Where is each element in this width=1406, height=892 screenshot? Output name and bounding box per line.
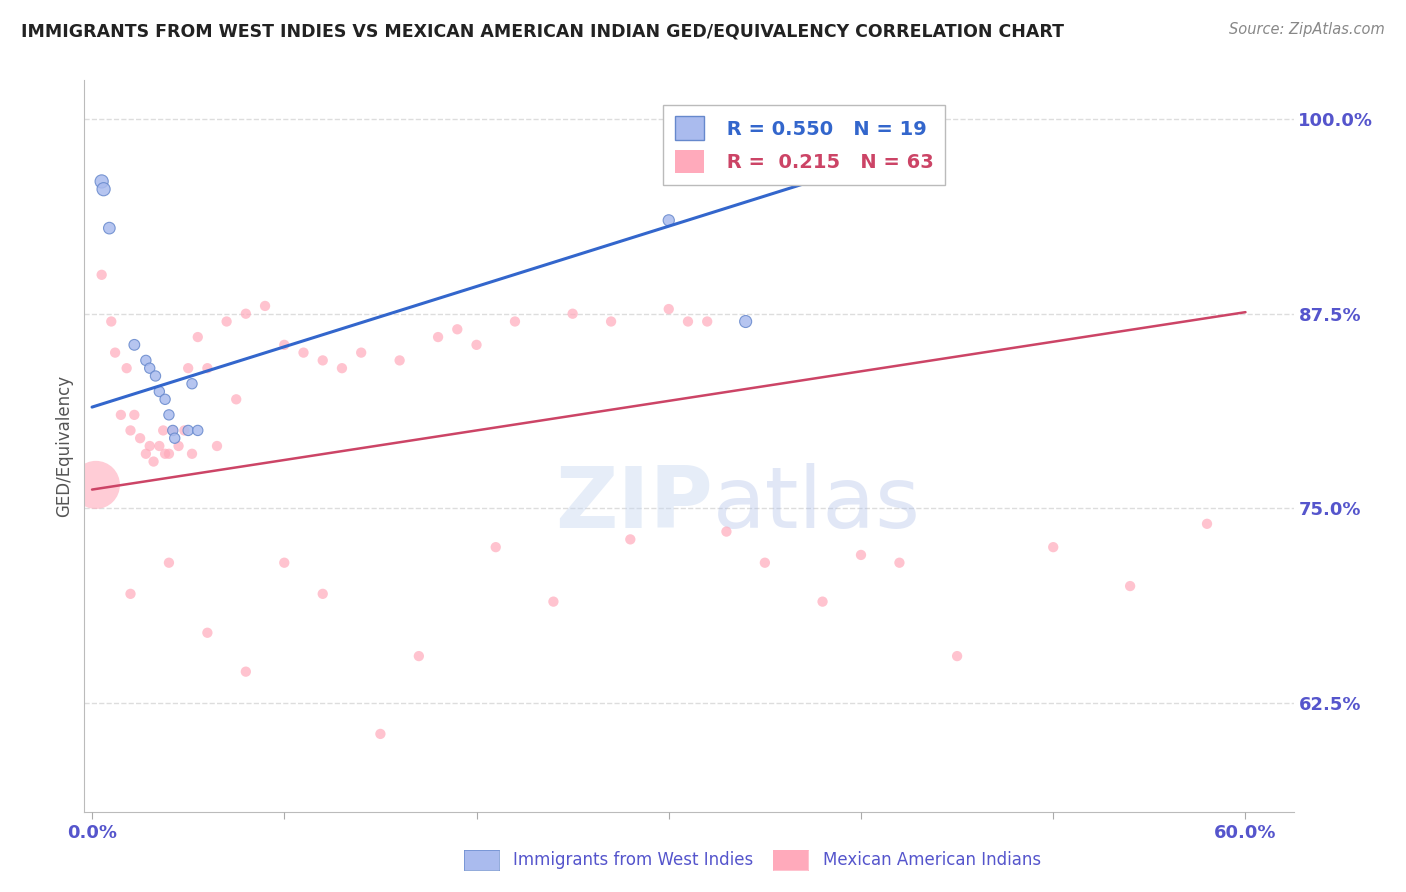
Point [173,424,195,438]
Point [181,376,204,391]
Point [124,338,146,352]
Point [104,345,127,359]
Point [696,314,718,328]
Point [600,314,623,328]
Point [1119,579,1142,593]
Point [254,299,277,313]
Point [312,587,335,601]
Point [157,556,180,570]
Point [84,478,107,492]
Point [197,361,219,376]
Point [120,587,142,601]
Point [716,524,738,539]
Point [135,353,157,368]
Point [100,314,122,328]
Point [163,431,186,445]
Text: Source: ZipAtlas.com: Source: ZipAtlas.com [1229,22,1385,37]
Point [543,594,565,608]
Point [849,167,872,181]
Point [205,439,228,453]
Point [235,665,257,679]
Point [197,625,219,640]
Point [138,439,160,453]
Text: Immigrants from West Indies: Immigrants from West Indies [513,851,754,869]
Point [292,345,315,359]
Point [215,314,238,328]
Point [1195,516,1218,531]
Point [465,338,488,352]
Point [153,447,176,461]
Point [408,649,430,664]
Point [350,345,373,359]
Point [225,392,247,407]
Point [792,159,814,173]
Point [485,540,508,554]
Point [153,392,176,407]
Point [658,301,681,316]
Point [427,330,450,344]
Point [167,439,190,453]
Point [110,408,132,422]
Point [177,361,200,376]
Point [849,548,872,562]
Point [135,447,157,461]
Point [162,424,184,438]
Point [187,330,209,344]
Point [157,408,180,422]
Point [148,384,170,399]
Text: IMMIGRANTS FROM WEST INDIES VS MEXICAN AMERICAN INDIAN GED/EQUIVALENCY CORRELATI: IMMIGRANTS FROM WEST INDIES VS MEXICAN A… [21,22,1064,40]
Point [98,221,121,235]
Text: Mexican American Indians: Mexican American Indians [823,851,1040,869]
Point [177,424,200,438]
Point [90,174,112,188]
Text: ZIP: ZIP [555,463,713,546]
Point [115,361,138,376]
Point [120,424,142,438]
Point [138,361,160,376]
Point [561,307,583,321]
Point [129,431,152,445]
Y-axis label: GED/Equivalency: GED/Equivalency [55,375,73,517]
Point [90,268,112,282]
Point [273,338,295,352]
Point [946,649,969,664]
Text: atlas: atlas [713,463,921,546]
Point [658,213,681,227]
Point [312,353,335,368]
Point [124,408,146,422]
Point [273,556,295,570]
Point [446,322,468,336]
Point [181,447,204,461]
Point [503,314,526,328]
Point [619,533,641,547]
Point [142,454,165,468]
Point [93,182,115,196]
Point [157,447,180,461]
Point [370,727,392,741]
Point [330,361,353,376]
Point [388,353,411,368]
Point [676,314,699,328]
Point [152,424,174,438]
Point [162,424,184,438]
Point [889,556,911,570]
Point [734,314,756,328]
Point [811,594,834,608]
Point [145,368,167,383]
Point [235,307,257,321]
Point [187,424,209,438]
Point [754,556,776,570]
Point [1042,540,1064,554]
Legend:  R = 0.550   N = 19,  R =  0.215   N = 63: R = 0.550 N = 19, R = 0.215 N = 63 [664,104,945,186]
Point [148,439,170,453]
